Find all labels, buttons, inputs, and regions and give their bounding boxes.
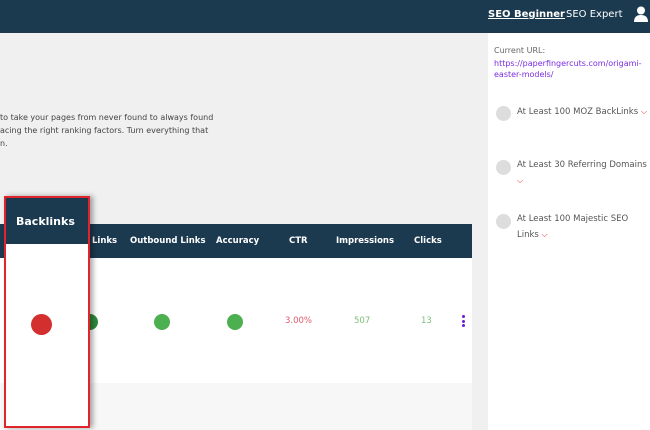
chevron-down-icon[interactable]: ⌵ — [541, 230, 548, 239]
current-url-label: Current URL: — [494, 46, 546, 55]
intro-text: to take your pages from never found to a… — [0, 113, 214, 148]
nav-seo-beginner[interactable]: SEO Beginner — [488, 9, 565, 20]
col-links: Links — [92, 236, 118, 246]
status-circle — [496, 214, 511, 229]
clicks-value: 13 — [421, 316, 432, 326]
current-url-link[interactable]: https://paperfingercuts.com/origami-east… — [494, 59, 642, 79]
nav-seo-expert[interactable]: SEO Expert — [566, 9, 623, 20]
col-accuracy: Accuracy — [216, 236, 260, 246]
impressions-value: 507 — [354, 316, 371, 326]
accuracy-status-dot — [227, 314, 243, 330]
sidebar: Current URL: https://paperfingercuts.com… — [488, 33, 650, 430]
backlinks-header: Backlinks — [6, 198, 88, 244]
status-circle — [496, 160, 511, 175]
col-ctr: CTR — [289, 236, 308, 246]
user-icon[interactable] — [634, 6, 648, 22]
status-circle — [496, 106, 511, 121]
col-outbound-links: Outbound Links — [130, 236, 206, 246]
col-impressions: Impressions — [336, 236, 395, 246]
chevron-down-icon[interactable]: ⌵ — [517, 176, 524, 185]
ctr-value: 3.00% — [285, 316, 313, 326]
backlinks-column-highlight: Backlinks — [4, 196, 90, 428]
more-options-icon[interactable] — [462, 315, 465, 329]
top-bar: SEO Beginner SEO Expert — [0, 0, 650, 33]
outbound-links-status-dot — [154, 314, 170, 330]
backlinks-status-dot — [31, 314, 52, 335]
chevron-down-icon[interactable]: ⌵ — [640, 107, 647, 116]
col-clicks: Clicks — [414, 236, 442, 246]
